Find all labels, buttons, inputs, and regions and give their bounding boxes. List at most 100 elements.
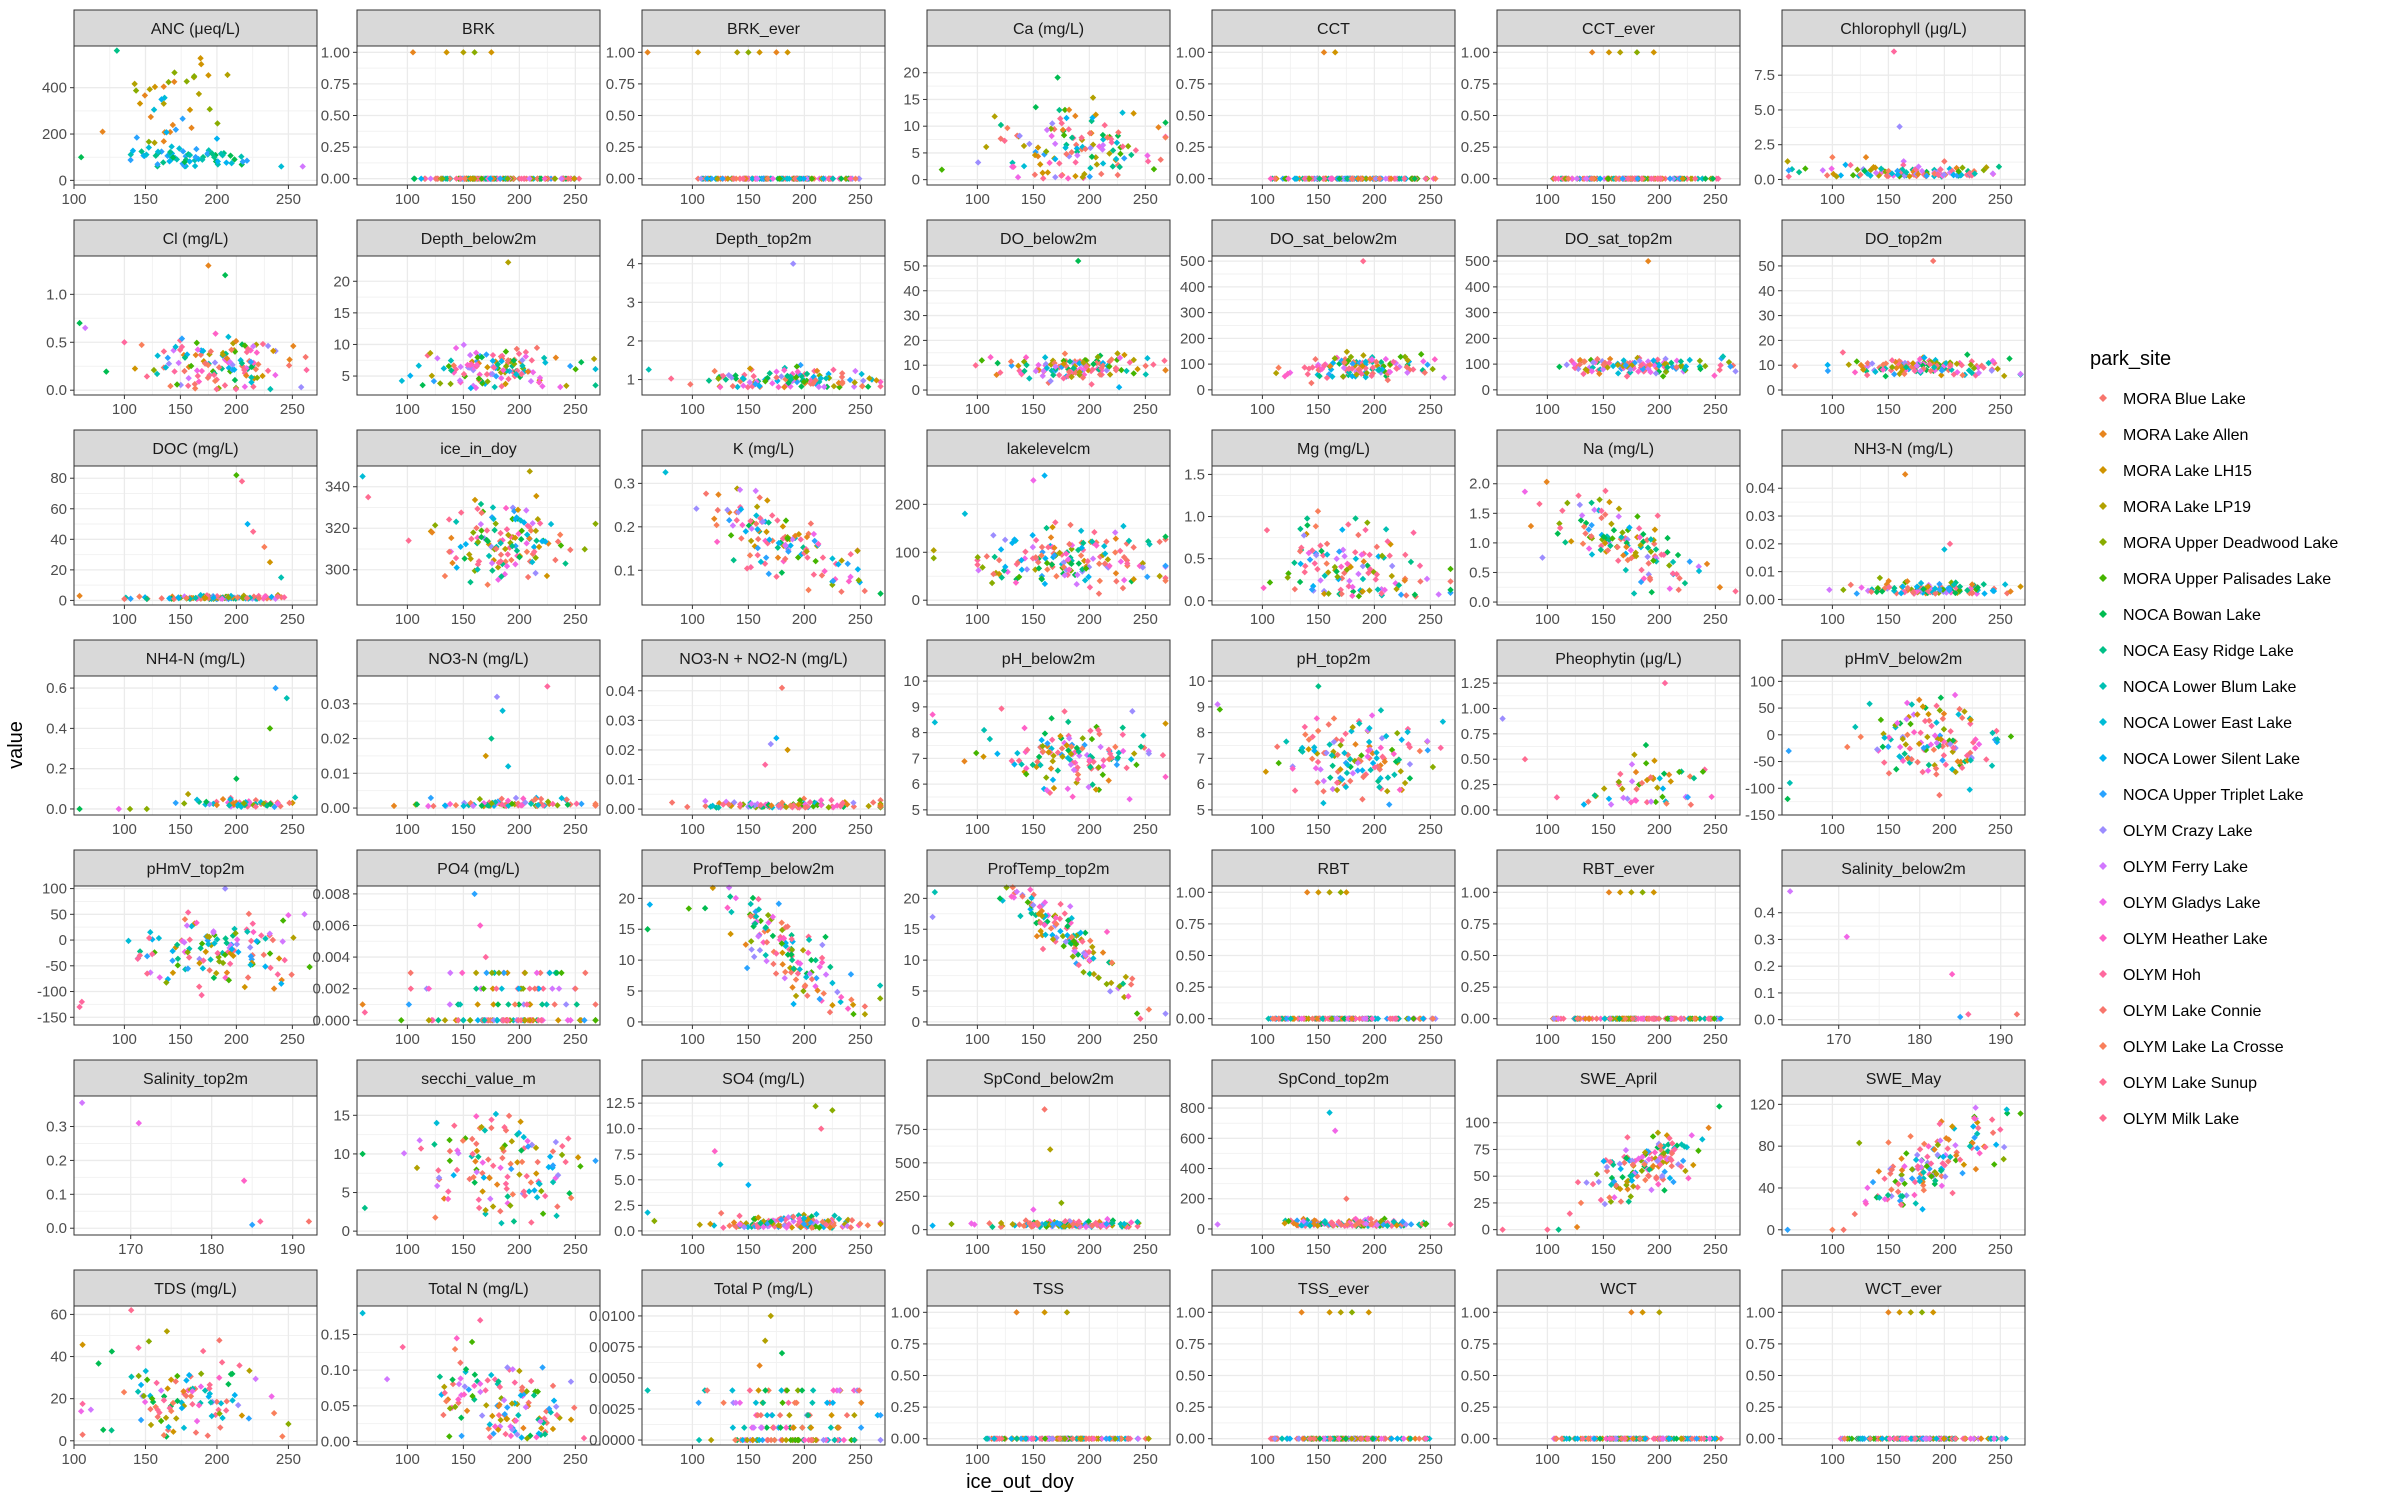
data-point [794,368,801,375]
data-point [430,377,438,385]
data-point [1060,132,1068,139]
data-point [1673,357,1681,364]
data-point [1065,368,1073,376]
data-point [1373,358,1380,366]
data-point [1041,151,1048,158]
facet-panel: DO_sat_top2m 100 150 200 250 0 100 200 300 400 500 [1465,219,1741,418]
data-point [1132,147,1140,154]
data-point [1118,366,1125,374]
facet-strip-label: Cl (mg/L) [163,231,229,248]
data-point [1320,175,1328,182]
data-points [644,49,863,182]
data-point [167,382,174,390]
data-point [1571,364,1578,371]
data-point [1056,106,1063,114]
data-point [1894,167,1901,175]
data-point [1691,175,1699,182]
x-tick-label: 150 [1876,821,1901,838]
panel-background [927,466,1170,605]
data-point [1155,124,1162,131]
data-point [184,382,192,390]
facet-strip [356,219,601,257]
data-point [1109,147,1117,154]
data-point [1653,175,1661,182]
data-point [1729,362,1737,369]
x-tick-label: 100 [680,191,705,208]
x-tick-label: 200 [792,401,817,418]
data-point [1098,170,1105,178]
data-point [1157,156,1164,163]
data-point [1349,372,1356,380]
data-point [171,69,178,76]
x-tick-label: 100 [965,611,990,628]
y-tick-label: 0.5 [46,334,67,351]
facet-panel: CCT 100 150 200 250 0.00 0.25 0.50 0.75 1.00 [1176,9,1456,208]
data-point [186,106,194,114]
data-point [1009,159,1016,166]
data-point [1647,368,1654,376]
data-point [1600,175,1608,182]
y-tick-label: 40 [1758,283,1775,300]
data-point [478,354,486,361]
x-tick-label: 100 [680,401,705,418]
facet-panel: NO3-N (mg/L) 100 150 200 250 0.00 0.01 0.02 0.03 [321,639,601,838]
y-tick-label: 320 [325,520,350,537]
data-points [76,262,310,393]
data-point [1583,175,1590,182]
data-point [851,379,858,386]
data-point [231,376,239,384]
data-point [487,175,494,182]
data-point [1657,175,1665,182]
data-point [259,372,266,380]
data-point [1953,164,1960,172]
data-point [1401,175,1408,182]
data-point [1323,374,1331,382]
data-point [791,175,799,182]
y-tick-label: 100 [1750,673,1775,690]
x-tick-label: 100 [680,821,705,838]
data-point [1363,369,1370,377]
data-point [1568,175,1576,182]
panel-border [356,45,601,186]
facet-strip [1781,9,2026,47]
x-tick-label: 250 [280,821,305,838]
x-tick-label: 200 [1362,191,1387,208]
data-point [160,138,167,145]
data-point [1941,158,1948,165]
facet-panel: BRK 100 150 200 250 0.00 0.25 0.50 0.75 1.00 [321,9,601,208]
data-point [1073,148,1081,156]
data-point [143,373,151,380]
data-point [1556,363,1563,370]
data-point [448,367,455,374]
x-tick-label: 150 [1591,191,1616,208]
data-point [1362,373,1369,381]
data-point [558,175,565,182]
x-tick-label: 200 [1932,611,1957,628]
data-point [1382,355,1390,363]
y-tick-label: 200 [1180,330,1205,347]
y-tick-label: 0.00 [321,171,350,188]
data-point [211,154,218,161]
data-point [1784,158,1791,165]
data-point [1864,360,1871,367]
data-point [1341,359,1348,366]
facet-panel: Cl (mg/L) 100 150 200 250 0.0 0.5 1.0 [46,219,318,418]
facet-strip-label: Na (mg/L) [1583,441,1654,458]
data-point [1150,165,1158,173]
data-point [1384,376,1391,384]
data-point [247,347,254,354]
y-tick-label: 0 [912,592,920,609]
data-point [427,349,434,357]
data-point [145,138,153,145]
facet-panel: Mg (mg/L) 100 150 200 250 0.0 0.5 1.0 1.5 [1184,429,1456,628]
data-point [457,175,464,182]
data-point [1162,119,1169,126]
data-point [243,364,250,372]
data-point [1108,356,1115,363]
x-tick-label: 100 [1535,401,1560,418]
data-point [427,175,434,182]
data-point [1629,175,1636,182]
data-point [1144,152,1151,159]
y-tick-label: 0.00 [1461,802,1490,819]
data-point [452,366,460,373]
